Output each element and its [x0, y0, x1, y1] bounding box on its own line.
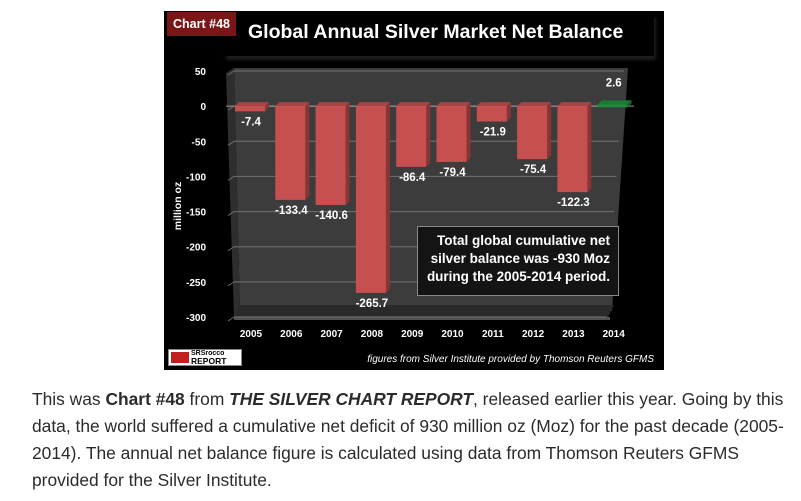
- logo-text: REPORT: [191, 356, 227, 366]
- bar-side: [305, 102, 310, 200]
- bar-side: [466, 102, 471, 162]
- bar: [476, 106, 507, 122]
- gridline-side: [227, 316, 235, 322]
- gridline-side: [227, 211, 235, 216]
- bar: [275, 106, 306, 200]
- bar-side: [587, 102, 592, 193]
- annotation-line: during the 2005-2014 period.: [426, 269, 610, 284]
- y-tick-label: -150: [186, 208, 206, 219]
- bar-top: [476, 102, 511, 107]
- bar-side: [627, 100, 632, 108]
- data-label: -140.6: [315, 210, 348, 222]
- y-tick-label: -250: [186, 278, 206, 289]
- gridline-side: [227, 281, 235, 287]
- bar-top: [275, 102, 310, 107]
- x-tick-label: 2010: [441, 329, 464, 340]
- bar: [517, 106, 548, 160]
- bar: [597, 104, 628, 108]
- x-tick-label: 2006: [280, 329, 303, 340]
- bar-top: [517, 102, 552, 107]
- bar-top: [235, 102, 269, 107]
- data-label: -75.4: [520, 164, 547, 176]
- gridline-side: [227, 246, 235, 252]
- gridline-side: [227, 70, 235, 76]
- bar-top: [315, 102, 350, 107]
- data-label: -122.3: [557, 197, 590, 209]
- data-label: -7.4: [241, 116, 261, 128]
- data-label: -21.9: [480, 127, 506, 139]
- chart-title: Global Annual Silver Market Net Balance: [248, 21, 624, 43]
- x-tick-label: 2011: [482, 329, 504, 340]
- bar-side: [265, 102, 269, 112]
- bar-side: [506, 102, 511, 122]
- bar: [396, 106, 427, 167]
- data-label: -133.4: [275, 205, 308, 217]
- bar-top: [355, 102, 390, 107]
- bar-top: [436, 102, 471, 107]
- x-tick-label: 2009: [401, 329, 424, 340]
- floor-edge: [234, 317, 610, 320]
- plot-side-wall: [226, 68, 240, 317]
- caption-text: from: [184, 389, 230, 409]
- bar: [355, 106, 386, 293]
- caption-text: This was: [32, 389, 106, 409]
- gridline-side: [227, 140, 235, 146]
- data-label: -265.7: [356, 298, 389, 310]
- bar-top: [597, 100, 632, 105]
- data-label: 2.6: [606, 77, 622, 89]
- srsrocco-logo: SRSrocco REPORT: [168, 349, 242, 366]
- y-tick-label: -300: [186, 313, 206, 324]
- source-note: figures from Silver Institute provided b…: [367, 354, 654, 365]
- x-tick-label: 2007: [320, 329, 343, 340]
- y-tick-label: -200: [186, 243, 206, 254]
- caption-chart-ref: Chart #48: [105, 389, 185, 409]
- caption-paragraph: This was Chart #48 from THE SILVER CHART…: [32, 386, 792, 494]
- annotation-line: Total global cumulative net: [436, 233, 610, 248]
- bar-side: [426, 102, 431, 167]
- bar-top: [557, 102, 592, 107]
- bar-top: [396, 102, 431, 107]
- caption-publication: THE SILVER CHART REPORT: [229, 389, 473, 409]
- y-tick-label: -50: [192, 137, 207, 148]
- logo-text: SRSrocco: [191, 350, 225, 357]
- x-tick-label: 2014: [603, 329, 626, 340]
- caption-text: , released earlier this year. Going by t…: [32, 389, 784, 490]
- y-tick-label: 50: [195, 67, 207, 78]
- bar-side: [385, 102, 390, 293]
- y-axis-label: million oz: [172, 182, 184, 230]
- bar: [315, 106, 346, 205]
- flag-icon: [171, 352, 189, 363]
- x-tick-label: 2013: [562, 329, 585, 340]
- chart-badge: Chart #48: [167, 12, 236, 36]
- bar-side: [345, 102, 350, 205]
- x-tick-label: 2005: [240, 329, 263, 340]
- chart: 50 0 -50 -100 -150 -200 -250 -300 million oz -7.4…: [164, 11, 664, 370]
- bar: [235, 106, 265, 112]
- bar-side: [547, 102, 552, 160]
- data-label: -79.4: [439, 167, 466, 179]
- y-tick-label: 0: [200, 102, 206, 113]
- gridline-side: [227, 176, 235, 181]
- annotation-box: Total global cumulative net silver balan…: [417, 226, 619, 296]
- gridline-side: [227, 105, 235, 111]
- x-tick-label: 2012: [522, 329, 545, 340]
- plot-floor: [234, 305, 614, 317]
- data-label: -86.4: [399, 172, 426, 184]
- y-tick-label: -100: [186, 172, 206, 183]
- annotation-line: silver balance was -930 Moz: [430, 251, 610, 266]
- bar: [436, 106, 467, 162]
- x-tick-label: 2008: [361, 329, 384, 340]
- chart-plot: 50 0 -50 -100 -150 -200 -250 -300 million oz -7.4…: [172, 67, 634, 340]
- bar: [557, 106, 588, 193]
